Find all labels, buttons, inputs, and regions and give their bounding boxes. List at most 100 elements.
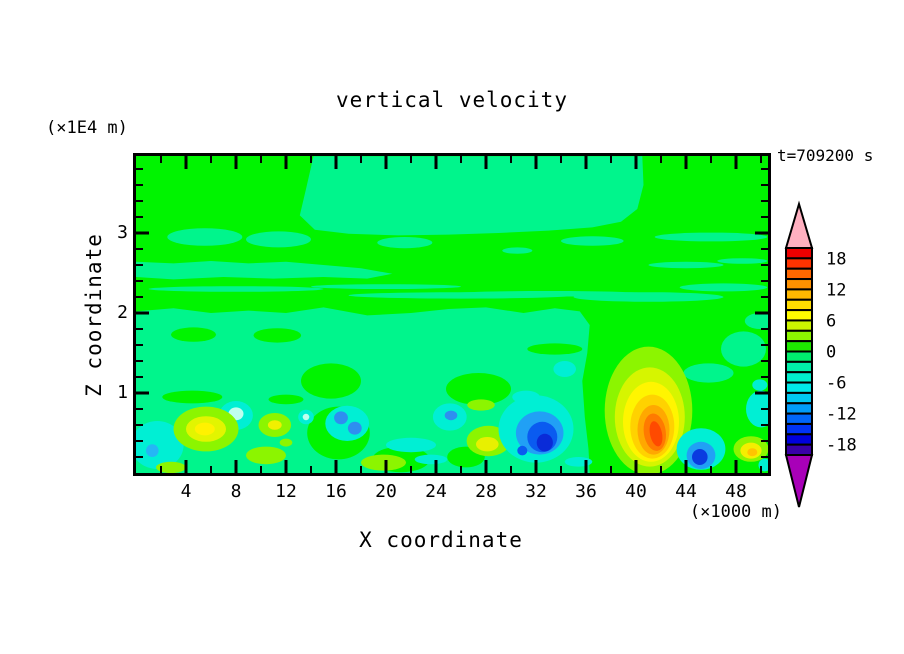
x-axis-unit-label: (×1000 m) <box>689 502 782 522</box>
colorbar-label: 18 <box>826 249 846 269</box>
colorbar-box <box>785 360 813 374</box>
colorbar-box <box>785 443 813 456</box>
contour-region <box>561 236 624 246</box>
colorbar-label: 12 <box>826 280 846 300</box>
colorbar-label: -12 <box>826 405 857 425</box>
colorbar-box <box>785 402 813 415</box>
contour-region <box>194 422 215 436</box>
contour-region <box>302 413 310 421</box>
contour-region <box>476 437 499 452</box>
colorbar-label: -18 <box>826 436 857 456</box>
colorbar-box <box>785 247 813 260</box>
colorbar-box <box>785 350 813 363</box>
x-tick-label: 8 <box>230 481 242 502</box>
contour-region <box>683 363 734 383</box>
contour-region <box>171 327 216 342</box>
contour-region <box>573 292 724 302</box>
contour-region <box>654 232 768 242</box>
contour-region <box>527 343 583 355</box>
x-axis-title: X coordinate <box>359 528 523 552</box>
contour-region <box>301 363 361 399</box>
colorbar-label: 0 <box>826 343 836 363</box>
contour-region <box>146 444 159 457</box>
x-tick-label: 48 <box>725 481 747 502</box>
contour-region <box>162 390 223 404</box>
contour-region <box>744 313 768 329</box>
contour-region <box>414 454 448 465</box>
x-tick-label: 36 <box>575 481 597 502</box>
time-stamp: t=709200 s <box>777 146 874 165</box>
colorbar-box <box>785 298 813 312</box>
colorbar-box <box>785 288 813 301</box>
contour-region <box>679 283 768 292</box>
contour-region <box>334 411 348 425</box>
contour-region <box>167 228 243 246</box>
contour-region <box>279 438 293 447</box>
contour-region <box>246 446 286 465</box>
contour-region <box>517 445 528 456</box>
contour-region <box>446 373 511 405</box>
colorbar-over-arrow <box>784 200 814 249</box>
colorbar-box <box>785 278 813 291</box>
contour-plot-canvas <box>133 153 771 476</box>
x-tick-label: 44 <box>675 481 697 502</box>
colorbar-box <box>785 340 813 353</box>
contour-region <box>502 247 533 254</box>
contour-region <box>347 421 362 435</box>
colorbar-box <box>785 329 813 343</box>
contour-region <box>268 394 304 405</box>
colorbar-box <box>785 381 813 394</box>
colorbar-box <box>785 412 813 425</box>
contour-region <box>721 331 766 367</box>
colorbar-under-arrow <box>784 454 814 508</box>
contour-region <box>136 261 393 280</box>
contour-region <box>299 156 644 236</box>
z-tick-label: 2 <box>117 302 128 323</box>
colorbar-label: 6 <box>826 312 836 332</box>
contour-region <box>311 284 461 289</box>
contour-region <box>649 421 663 447</box>
plot-title: vertical velocity <box>336 88 568 112</box>
contour-region <box>246 231 311 248</box>
contour-region <box>467 399 495 411</box>
z-tick-label: 3 <box>117 222 128 243</box>
contour-region <box>361 454 406 471</box>
contour-region <box>156 461 186 473</box>
contour-region <box>148 286 324 292</box>
x-tick-label: 4 <box>180 481 192 502</box>
contour-region <box>253 328 302 343</box>
x-tick-label: 12 <box>275 481 297 502</box>
contour-region <box>648 261 724 269</box>
contour-region <box>536 433 553 452</box>
contour-region <box>444 410 458 421</box>
contour-region <box>717 258 768 264</box>
x-tick-label: 40 <box>625 481 647 502</box>
colorbar: 18 12 6 0 -6 -12 -18 <box>784 200 857 508</box>
colorbar-label: -6 <box>826 374 846 394</box>
colorbar-box <box>785 257 813 270</box>
colorbar-box <box>785 267 813 281</box>
z-axis-unit-label: (×1E4 m) <box>46 118 128 138</box>
contour-region <box>512 390 540 404</box>
x-tick-label: 28 <box>475 481 497 502</box>
contour-region <box>325 405 370 441</box>
contour-region <box>746 390 768 428</box>
colorbar-box <box>785 319 813 332</box>
x-tick-label: 32 <box>525 481 547 502</box>
x-tick-label: 24 <box>425 481 447 502</box>
vertical-velocity-field <box>136 156 768 473</box>
x-tick-label: 16 <box>325 481 347 502</box>
colorbar-box <box>785 433 813 446</box>
colorbar-box <box>785 371 813 384</box>
contour-region <box>386 437 436 453</box>
colorbar-box <box>785 309 813 322</box>
x-tick-label: 20 <box>375 481 397 502</box>
contour-region <box>692 449 708 465</box>
contour-region <box>747 448 758 457</box>
contour-region <box>267 420 282 430</box>
contour-region <box>564 457 593 467</box>
contour-region <box>752 379 768 391</box>
contour-region <box>377 237 433 249</box>
contour-region <box>553 361 576 377</box>
